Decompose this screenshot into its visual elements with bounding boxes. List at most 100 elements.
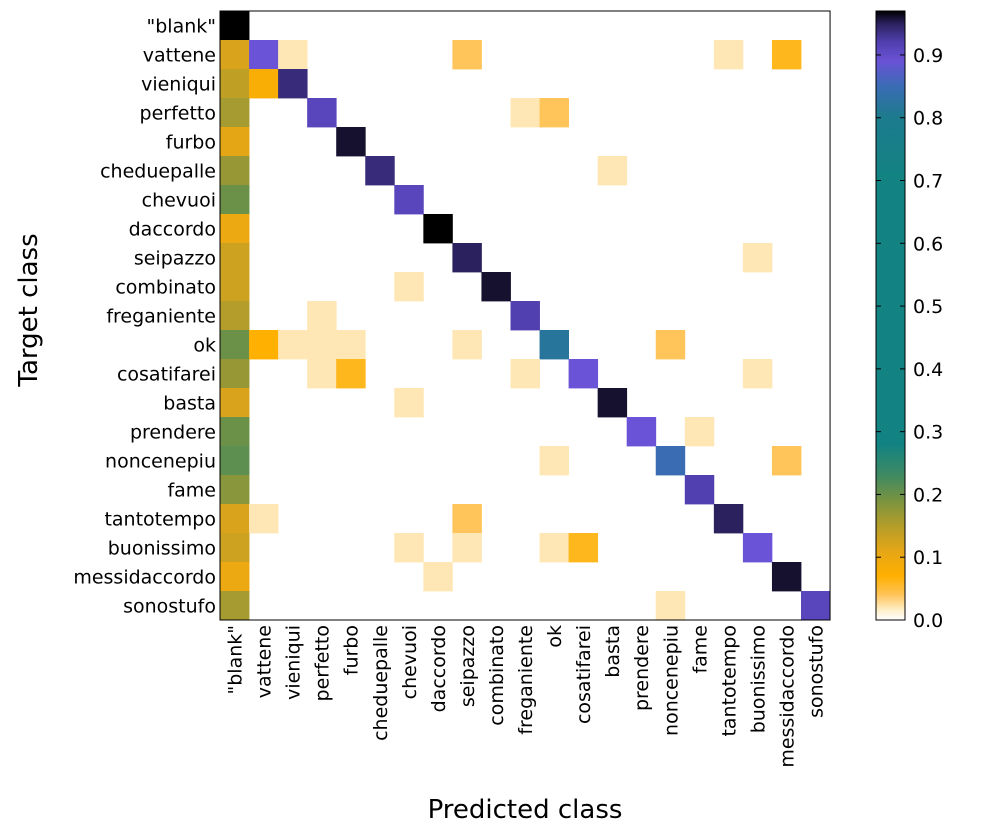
heatmap-cell — [742, 533, 773, 563]
heatmap-cell — [452, 243, 482, 273]
colorbar-ticks: 0.0 0.1 0.2 0.3 0.4 0.5 0.6 0.7 0.8 0.9 — [876, 45, 943, 632]
y-tick-label: fame — [167, 480, 216, 502]
y-tick-label: prendere — [130, 422, 216, 444]
colorbar-tick-label: 0.5 — [913, 296, 943, 318]
heatmap-cell — [220, 388, 250, 418]
x-tick-label: cosatifarei — [573, 625, 595, 724]
x-tick-label: prendere — [631, 625, 653, 711]
heatmap-cell — [801, 591, 831, 621]
heatmap-cell — [394, 185, 424, 215]
heatmap-cell — [278, 69, 308, 99]
heatmap-cells — [220, 11, 831, 621]
x-tick-label: "blank" — [225, 625, 247, 695]
x-tick-label: furbo — [341, 625, 363, 675]
heatmap-cell — [220, 562, 250, 592]
heatmap-cell — [452, 533, 482, 563]
y-tick-label: basta — [163, 393, 216, 415]
heatmap-cell — [394, 388, 424, 418]
colorbar-tick-label: 0.1 — [913, 547, 943, 569]
heatmap-cell — [481, 272, 511, 302]
heatmap-cell — [713, 40, 744, 70]
heatmap-cell — [336, 330, 366, 360]
y-tick-label: sonostufo — [123, 596, 216, 618]
heatmap-cell — [394, 272, 424, 302]
y-tick-label: noncenepiu — [105, 451, 216, 473]
heatmap-cell — [510, 98, 540, 128]
y-tick-label: cheduepalle — [100, 161, 216, 183]
x-tick-label: ok — [544, 625, 566, 648]
heatmap-cell — [568, 533, 599, 563]
x-tick-label: cheduepalle — [370, 625, 392, 741]
heatmap-cell — [220, 156, 250, 186]
heatmap-cell — [249, 69, 279, 99]
heatmap-cell — [249, 504, 279, 534]
y-tick-label: daccordo — [129, 219, 216, 241]
heatmap-cell — [249, 40, 279, 70]
heatmap-cell — [278, 330, 308, 360]
colorbar-tick-label: 0.9 — [913, 45, 943, 67]
y-tick-label: furbo — [166, 132, 216, 154]
x-tick-label: daccordo — [428, 625, 450, 712]
x-tick-label: buonissimo — [747, 625, 769, 733]
heatmap-cell — [220, 214, 250, 244]
heatmap-cell — [336, 127, 366, 157]
x-tick-label: seipazzo — [457, 625, 479, 707]
heatmap-cell — [423, 214, 453, 244]
colorbar-tick-label: 0.7 — [913, 171, 943, 193]
heatmap-cell — [539, 446, 569, 476]
heatmap-cell — [742, 359, 773, 389]
colorbar-tick-label: 0.0 — [913, 610, 943, 632]
y-tick-label: messidaccordo — [73, 567, 216, 589]
heatmap-cell — [539, 533, 569, 563]
heatmap-cell — [220, 243, 250, 273]
x-axis-label: Predicted class — [428, 795, 623, 825]
colorbar-tick-label: 0.8 — [913, 108, 943, 130]
x-tick-label: tantotempo — [718, 625, 740, 737]
heatmap-cell — [220, 417, 250, 447]
heatmap-cell — [220, 98, 250, 128]
heatmap-cell — [394, 533, 424, 563]
y-tick-label: "blank" — [146, 16, 216, 38]
heatmap-cell — [220, 301, 250, 331]
heatmap-cell — [655, 330, 686, 360]
heatmap-cell — [684, 417, 715, 447]
heatmap-cell — [307, 330, 337, 360]
y-axis-label: Target class — [14, 233, 44, 387]
x-tick-label: vieniqui — [283, 625, 305, 700]
y-tick-labels: "blank" vattene vieniqui perfetto furbo chedu… — [73, 16, 216, 618]
x-tick-label: combinato — [486, 625, 508, 726]
plot-frame — [219, 10, 831, 621]
y-tick-label: perfetto — [140, 103, 216, 125]
y-tick-label: chevuoi — [142, 190, 216, 212]
colorbar-gradient — [875, 10, 906, 621]
colorbar-tick-label: 0.6 — [913, 233, 943, 255]
heatmap-cell — [771, 40, 802, 70]
heatmap-cell — [278, 40, 308, 70]
heatmap-cell — [510, 359, 540, 389]
heatmap-cell — [365, 156, 395, 186]
x-tick-label: noncenepiu — [660, 625, 682, 736]
heatmap-cell — [684, 475, 715, 505]
heatmap-cell — [568, 359, 599, 389]
heatmap-cell — [220, 40, 250, 70]
y-tick-label: tantotempo — [104, 509, 216, 531]
heatmap-cell — [220, 11, 250, 41]
x-tick-label: messidaccordo — [776, 625, 798, 768]
heatmap-cell — [307, 301, 337, 331]
heatmap-cell — [713, 504, 744, 534]
heatmap-cell — [220, 127, 250, 157]
heatmap-cell — [539, 98, 569, 128]
heatmap-cell — [771, 562, 802, 592]
y-tick-label: vattene — [143, 45, 216, 67]
heatmap-cell — [452, 40, 482, 70]
y-tick-label: cosatifarei — [117, 364, 216, 386]
heatmap-cell — [220, 533, 250, 563]
x-tick-labels: "blank" vattene vieniqui perfetto furbo chedu… — [225, 625, 828, 768]
heatmap-cell — [742, 243, 773, 273]
heatmap-cell — [655, 446, 686, 476]
x-tick-label: fame — [689, 625, 711, 674]
heatmap-cell — [655, 591, 686, 621]
y-tick-label: vieniqui — [141, 74, 216, 96]
